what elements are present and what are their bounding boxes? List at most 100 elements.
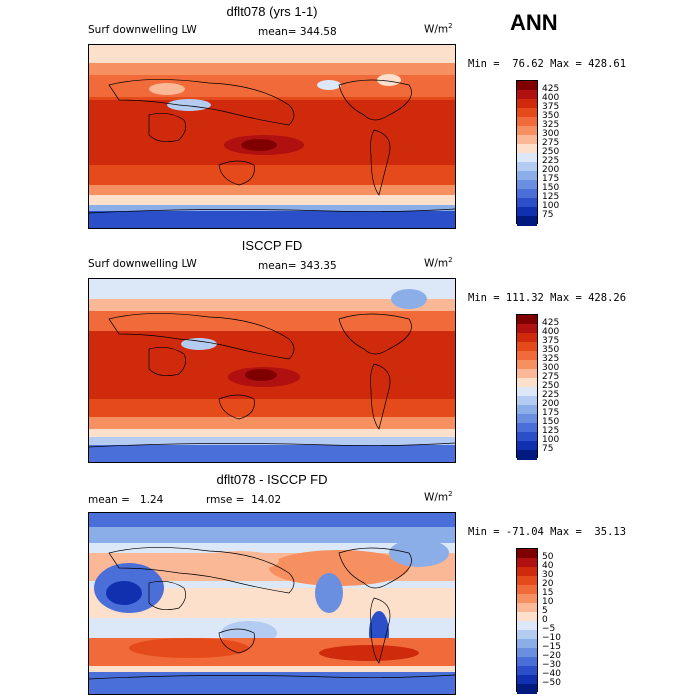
colorbar-swatch — [517, 333, 537, 343]
colorbar-tick-label: 225 — [542, 155, 560, 166]
colorbar-tick-label: −10 — [542, 632, 561, 643]
panel-2-minmax: Min = 111.32 Max = 428.26 — [468, 292, 627, 304]
colorbar-swatch — [517, 639, 537, 649]
colorbar-swatch — [517, 585, 537, 595]
colorbar-swatch — [517, 648, 537, 658]
colorbar-tick-label: 50 — [542, 551, 554, 562]
colorbar-swatch — [517, 423, 537, 433]
colorbar-tick-label: 125 — [542, 191, 560, 202]
colorbar-swatch — [517, 621, 537, 631]
panel-1-field-label: Surf downwelling LW — [88, 24, 197, 36]
colorbar-swatch — [517, 675, 537, 685]
colorbar-tick-label: 200 — [542, 164, 560, 175]
colorbar-swatch — [517, 171, 537, 181]
colorbar-swatch — [517, 396, 537, 406]
colorbar-tick-label: 325 — [542, 119, 560, 130]
colorbar-swatch — [517, 369, 537, 379]
colorbar-swatch — [517, 558, 537, 568]
colorbar-tick-label: 10 — [542, 596, 554, 607]
colorbar-swatch — [517, 567, 537, 577]
colorbar-swatch — [517, 315, 537, 325]
colorbar-swatch — [517, 549, 537, 559]
colorbar-swatch — [517, 162, 537, 172]
panel-1-units: W/m2 — [424, 22, 453, 36]
colorbar-tick-label: 175 — [542, 407, 560, 418]
colorbar-tick-label: 300 — [542, 128, 560, 139]
colorbar-tick-label: −50 — [542, 677, 561, 688]
panel-2-colorbar-swatches — [516, 314, 538, 460]
colorbar-tick-label: 75 — [542, 209, 554, 220]
colorbar-tick-label: 150 — [542, 416, 560, 427]
colorbar-swatch — [517, 81, 537, 91]
colorbar-tick-label: 125 — [542, 425, 560, 436]
colorbar-tick-label: 400 — [542, 326, 560, 337]
colorbar-swatch — [517, 684, 537, 694]
colorbar-tick-label: −20 — [542, 650, 561, 661]
colorbar-tick-label: 400 — [542, 92, 560, 103]
colorbar-tick-label: 100 — [542, 434, 560, 445]
panel-2-map — [88, 278, 456, 463]
colorbar-swatch — [517, 630, 537, 640]
panel-1-colorbar-swatches — [516, 80, 538, 226]
colorbar-swatch — [517, 378, 537, 388]
colorbar-swatch — [517, 189, 537, 199]
panel-2-title: ISCCP FD — [241, 238, 303, 253]
colorbar-swatch — [517, 324, 537, 334]
colorbar-swatch — [517, 126, 537, 136]
panel-3-colorbar-swatches — [516, 548, 538, 694]
colorbar-swatch — [517, 144, 537, 154]
colorbar-tick-label: 200 — [542, 398, 560, 409]
colorbar-tick-label: 225 — [542, 389, 560, 400]
colorbar-swatch — [517, 117, 537, 127]
colorbar-tick-label: 30 — [542, 569, 554, 580]
colorbar-swatch — [517, 342, 537, 352]
panel-3-minmax: Min = -71.04 Max = 35.13 — [468, 526, 627, 538]
colorbar-swatch — [517, 414, 537, 424]
colorbar-tick-label: 300 — [542, 362, 560, 373]
colorbar-tick-label: 5 — [542, 605, 548, 616]
colorbar-swatch — [517, 351, 537, 361]
colorbar-swatch — [517, 207, 537, 217]
colorbar-swatch — [517, 432, 537, 442]
colorbar-swatch — [517, 153, 537, 163]
colorbar-tick-label: 425 — [542, 317, 560, 328]
colorbar-tick-label: 375 — [542, 101, 560, 112]
colorbar-swatch — [517, 90, 537, 100]
panel-3-map-field — [89, 513, 455, 694]
panel-3-mean: mean = 1.24 — [88, 494, 164, 506]
colorbar-swatch — [517, 99, 537, 109]
colorbar-tick-label: −40 — [542, 668, 561, 679]
panel-3-rmse: rmse = 14.02 — [206, 494, 282, 506]
panel-3-map — [88, 512, 456, 695]
season-label: ANN — [510, 10, 558, 35]
panel-1-minmax: Min = 76.62 Max = 428.61 — [468, 58, 627, 70]
panel-1-map-field — [89, 45, 455, 228]
panel-3-title: dflt078 - ISCCP FD — [216, 472, 328, 487]
colorbar-tick-label: −5 — [542, 623, 556, 634]
panel-2-field-label: Surf downwelling LW — [88, 258, 197, 270]
colorbar-tick-label: 15 — [542, 587, 554, 598]
colorbar-swatch — [517, 450, 537, 460]
panel-1-map — [88, 44, 456, 229]
colorbar-swatch — [517, 198, 537, 208]
colorbar-tick-label: 40 — [542, 560, 554, 571]
colorbar-tick-label: 0 — [542, 614, 548, 625]
colorbar-swatch — [517, 387, 537, 397]
panel-1-mean: mean= 344.58 — [258, 26, 337, 38]
colorbar-swatch — [517, 108, 537, 118]
panel-2-map-field — [89, 279, 455, 462]
colorbar-tick-label: 20 — [542, 578, 554, 589]
colorbar-tick-label: 275 — [542, 137, 560, 148]
colorbar-tick-label: 75 — [542, 443, 554, 454]
colorbar-swatch — [517, 594, 537, 604]
colorbar-tick-label: 425 — [542, 83, 560, 94]
panel-2-units: W/m2 — [424, 256, 453, 270]
colorbar-tick-label: 325 — [542, 353, 560, 364]
colorbar-swatch — [517, 360, 537, 370]
colorbar-swatch — [517, 405, 537, 415]
colorbar-swatch — [517, 576, 537, 586]
colorbar-swatch — [517, 216, 537, 226]
panel-1-title: dflt078 (yrs 1-1) — [226, 4, 318, 19]
colorbar-tick-label: 250 — [542, 146, 560, 157]
colorbar-swatch — [517, 657, 537, 667]
